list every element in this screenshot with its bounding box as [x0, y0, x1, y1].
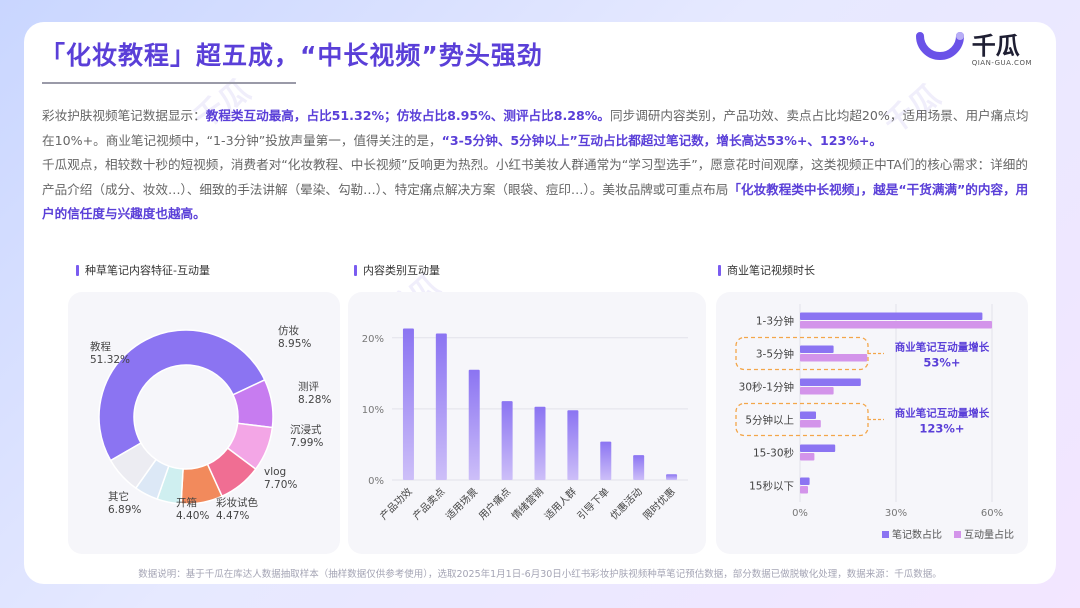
x-tick-label: 限时优惠 — [640, 485, 677, 522]
category-bar-chart: 0% 10% 20% 产品功效产品卖点适用场景用户痛点情绪营销适用人群引导下单优惠活动… — [362, 328, 688, 523]
section-heading-duration: 商业笔记视频时长 — [718, 262, 815, 278]
bar — [633, 455, 645, 480]
page-title: 「化妆教程」超五成，“中长视频”势头强劲 — [40, 41, 543, 70]
slice-value: 4.40% — [176, 510, 209, 522]
donut-panel: 教程 51.32% 仿妆 8.95% 测评 8.28% 沉浸式 7.99% vlog 7.70% 彩… — [68, 292, 340, 554]
bar — [501, 401, 513, 480]
y-tick-label: 1-3分钟 — [756, 315, 794, 328]
legend-label: 笔记数占比 — [892, 528, 942, 541]
section-marker — [76, 264, 79, 276]
intro-text: 彩妆护肤视频笔记数据显示：教程类互动最高，占比51.32%；仿妆占比8.95%、… — [42, 104, 1038, 227]
y-tick-label: 15秒以下 — [749, 480, 794, 493]
logo-domain: QIAN-GUA.COM — [971, 59, 1032, 67]
donut-slice — [109, 441, 158, 490]
x-tick-label: 适用人群 — [542, 485, 579, 522]
intro-p2-body: 千瓜观点，相较数十秒的短视频，消费者对“化妆教程、中长视频”反响更为热烈。小红书… — [42, 157, 1028, 197]
bar — [666, 474, 678, 480]
x-tick-label: 适用场景 — [443, 485, 480, 522]
qiangua-logo-icon — [915, 32, 964, 60]
x-tick-label: 引导下单 — [575, 486, 612, 523]
annotation-value: 123%+ — [919, 422, 964, 436]
x-tick-label: 0% — [792, 508, 808, 519]
title-underline — [42, 82, 296, 84]
slice-value: 8.95% — [278, 338, 311, 350]
slice-value: 51.32% — [90, 354, 130, 366]
y-tick-label: 30秒-1分钟 — [739, 381, 794, 394]
slice-label: 开箱 — [176, 496, 197, 509]
donut-slice — [98, 329, 266, 462]
slice-label: 教程 — [90, 340, 111, 353]
section-title: 商业笔记视频时长 — [727, 264, 815, 277]
logo-name: 千瓜 — [971, 32, 1020, 60]
bar — [800, 312, 983, 320]
bar — [800, 411, 816, 419]
y-tick-label: 5分钟以上 — [745, 414, 794, 427]
x-tick-label: 优惠活动 — [607, 485, 644, 522]
y-tick-label: 3-5分钟 — [756, 348, 794, 361]
category-bar-panel: 0% 10% 20% 产品功效 产品卖点 适用场景 用户痛点 情绪营销 适用人群 引导下单 优惠活动… — [348, 292, 706, 554]
bar — [567, 410, 579, 480]
intro-p1-lead: 彩妆护肤视频笔记数据显示： — [42, 108, 206, 123]
legend-label: 互动量占比 — [964, 528, 1014, 541]
bar — [800, 321, 992, 329]
slice-label: 其它 — [108, 490, 129, 503]
annotation-text: 商业笔记互动量增长 — [895, 341, 990, 354]
slice-value: 8.28% — [298, 394, 331, 406]
slice-value: 7.99% — [290, 437, 323, 449]
intro-p1-highlight-2: “3-5分钟、5分钟以上”互动占比都超过笔记数，增长高达53%+、123%+。 — [441, 132, 883, 148]
bar — [800, 354, 868, 362]
bar — [800, 387, 834, 395]
bar — [800, 486, 808, 494]
intro-p1-body: 同步调研内容类别，产品功效、卖点占比均超20%，适用场景、用户痛点均在10%+。… — [42, 108, 1029, 148]
y-tick-label: 0% — [368, 476, 384, 487]
section-marker — [354, 264, 357, 276]
bar — [800, 453, 815, 461]
duration-bar-chart: 0% 30% 60% 1-3分钟 3-5分钟 30秒-1分钟 5分钟以上 15-30秒 15秒以… — [735, 304, 1014, 541]
section-title: 种草笔记内容特征-互动量 — [85, 264, 210, 277]
bar — [402, 328, 414, 480]
y-tick-label: 20% — [362, 334, 384, 345]
slice-label: 彩妆试色 — [216, 496, 258, 509]
annotation-value: 53%+ — [923, 356, 960, 370]
duration-bar-panel: 0% 30% 60% 1-3分钟 3-5分钟 30秒-1分钟 5分钟以上 15-30秒 15秒以… — [716, 292, 1028, 554]
slice-label: 测评 — [298, 380, 319, 393]
y-tick-label: 15-30秒 — [753, 447, 795, 460]
slice-label: 仿妆 — [278, 324, 299, 337]
bar — [600, 441, 612, 480]
section-heading-interaction: 种草笔记内容特征-互动量 — [76, 262, 210, 278]
legend-swatch — [882, 531, 889, 538]
bar — [435, 333, 447, 480]
section-heading-category: 内容类别互动量 — [354, 262, 440, 278]
section-title: 内容类别互动量 — [363, 264, 440, 277]
legend-swatch — [954, 531, 961, 538]
bar — [534, 406, 546, 480]
x-tick-label: 30% — [885, 508, 907, 519]
bar — [800, 420, 821, 428]
slice-value: 7.70% — [264, 479, 297, 491]
bar — [468, 369, 480, 480]
bar — [800, 444, 836, 452]
slice-label: vlog — [264, 466, 286, 478]
slice-label: 沉浸式 — [290, 423, 322, 436]
y-tick-label: 10% — [362, 405, 384, 416]
brand-logo: 千瓜 QIAN-GUA.COM — [914, 28, 1032, 72]
intro-p2-highlight: 「化妆教程类中长视频」，越是“干货满满”的内容，用户的信任度与兴趣度也越高。 — [42, 181, 1029, 222]
data-footnote: 数据说明：基于千瓜在库达人数据抽取样本（抽样数据仅供参考使用），选取2025年1… — [138, 569, 942, 580]
x-tick-label: 60% — [981, 508, 1003, 519]
x-tick-label: 产品卖点 — [410, 485, 447, 522]
bar — [800, 477, 810, 485]
intro-p1-highlight-1: 教程类互动最高，占比51.32%；仿妆占比8.95%、测评占比8.28%。 — [205, 108, 611, 123]
bar — [800, 345, 834, 353]
annotation-text: 商业笔记互动量增长 — [895, 407, 990, 420]
x-tick-label: 用户痛点 — [476, 485, 513, 522]
bar — [800, 378, 861, 386]
section-marker — [718, 264, 721, 276]
slice-value: 4.47% — [216, 510, 249, 522]
x-tick-label: 情绪营销 — [509, 485, 546, 522]
x-tick-label: 产品功效 — [377, 485, 414, 522]
slice-value: 6.89% — [108, 504, 141, 516]
